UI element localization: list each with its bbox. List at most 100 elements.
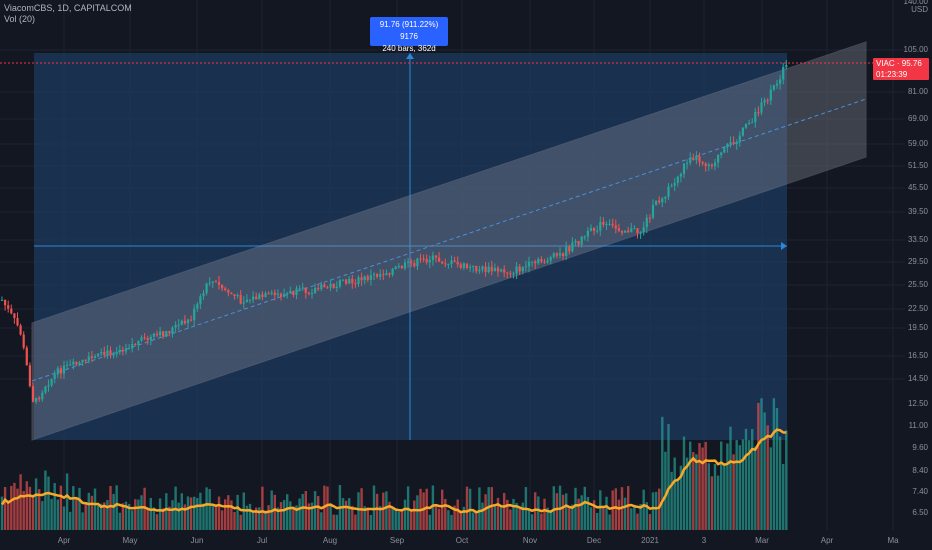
volume-bar [115, 485, 118, 530]
volume-bar [236, 494, 239, 530]
candle-body [180, 320, 183, 325]
price-tick: 51.50 [907, 161, 928, 170]
volume-bar [676, 478, 679, 530]
candle-body [109, 350, 112, 356]
volume-bar [78, 487, 81, 530]
candle-body [729, 142, 732, 145]
candle-body [512, 273, 515, 275]
candle-body [760, 102, 763, 113]
volume-bar [490, 487, 493, 530]
candle-body [775, 83, 779, 86]
volume-bar [344, 500, 348, 530]
volume-bar [605, 496, 608, 530]
candle-body [664, 196, 667, 199]
price-tick: 11.00 [908, 421, 928, 430]
volume-bar [716, 475, 720, 530]
candle-body [41, 392, 44, 400]
volume-bar [670, 471, 673, 530]
volume-bar [645, 502, 648, 530]
candle-body [469, 266, 472, 268]
candle-body [707, 164, 710, 167]
volume-bar [744, 428, 748, 530]
price-tick: 16.50 [907, 351, 928, 360]
candle-body [174, 325, 177, 328]
volume-bar [410, 510, 413, 530]
candle-body [115, 352, 118, 355]
volume-bar [351, 505, 354, 530]
candle-body [279, 293, 283, 297]
volume-bar [450, 514, 453, 530]
volume-bar [211, 504, 214, 530]
candle-body [217, 281, 221, 285]
symbol-legend: ViacomCBS, 1D, CAPITALCOM [4, 3, 132, 13]
candle-body [695, 156, 698, 160]
volume-bar [732, 454, 735, 530]
price-tag: VIAC · 95.76 01:23:39 [873, 58, 929, 80]
candle-body [546, 260, 549, 263]
volume-bar [506, 499, 509, 530]
candle-body [369, 275, 372, 280]
candle-body [605, 223, 608, 225]
candle-body [140, 337, 143, 341]
volume-bar [137, 499, 140, 530]
volume-bar [561, 494, 565, 530]
candle-body [769, 89, 772, 101]
candle-body [273, 292, 276, 296]
candle-body [258, 294, 261, 300]
volume-bar [437, 508, 441, 530]
candle-body [152, 333, 155, 337]
volume-bar [202, 503, 205, 530]
time-tick: May [122, 536, 138, 545]
volume-bar [664, 451, 667, 530]
candle-body [87, 356, 90, 361]
volume-bar [93, 488, 97, 530]
candle-body [500, 269, 503, 272]
volume-bar [599, 490, 602, 530]
candle-body [583, 236, 586, 238]
candle-body [323, 284, 326, 288]
volume-bar [50, 498, 53, 530]
candle-body [221, 284, 224, 289]
candle-body [13, 313, 16, 319]
volume-bar [481, 502, 484, 530]
candle-body [453, 260, 456, 262]
volume-bar [651, 492, 655, 530]
volume-bar [695, 454, 698, 530]
volume-bar [158, 498, 162, 530]
volume-bar [186, 496, 190, 530]
candle-body [81, 359, 84, 363]
candle-body [562, 253, 565, 257]
volume-bar [171, 500, 174, 530]
volume-bar [19, 474, 22, 530]
volume-bar [441, 489, 444, 530]
candle-body [456, 261, 459, 265]
volume-bar [614, 488, 617, 530]
volume-bar [261, 486, 264, 530]
volume-bar [738, 445, 741, 530]
volume-bar [84, 502, 87, 530]
candle-body [363, 276, 366, 281]
volume-bar [189, 497, 193, 530]
candle-body [93, 356, 97, 358]
volume-bar [155, 514, 159, 530]
candle-body [552, 253, 555, 258]
candle-body [348, 278, 351, 284]
volume-bar [766, 425, 769, 530]
candle-body [484, 266, 487, 272]
volume-bar [230, 500, 233, 530]
candle-body [162, 331, 165, 337]
candle-body [146, 337, 149, 340]
price-tick: 6.50 [912, 508, 928, 517]
candlesticks [0, 59, 788, 405]
candle-body [276, 293, 279, 296]
candle-body [403, 262, 407, 269]
candle-body [183, 320, 186, 324]
candle-body [624, 230, 627, 233]
volume-bar [357, 492, 360, 530]
candle-body [701, 161, 704, 164]
volume-bar [428, 514, 431, 530]
volume-bar [459, 511, 462, 530]
volume-bar [90, 495, 94, 530]
volume-bar [329, 503, 332, 530]
